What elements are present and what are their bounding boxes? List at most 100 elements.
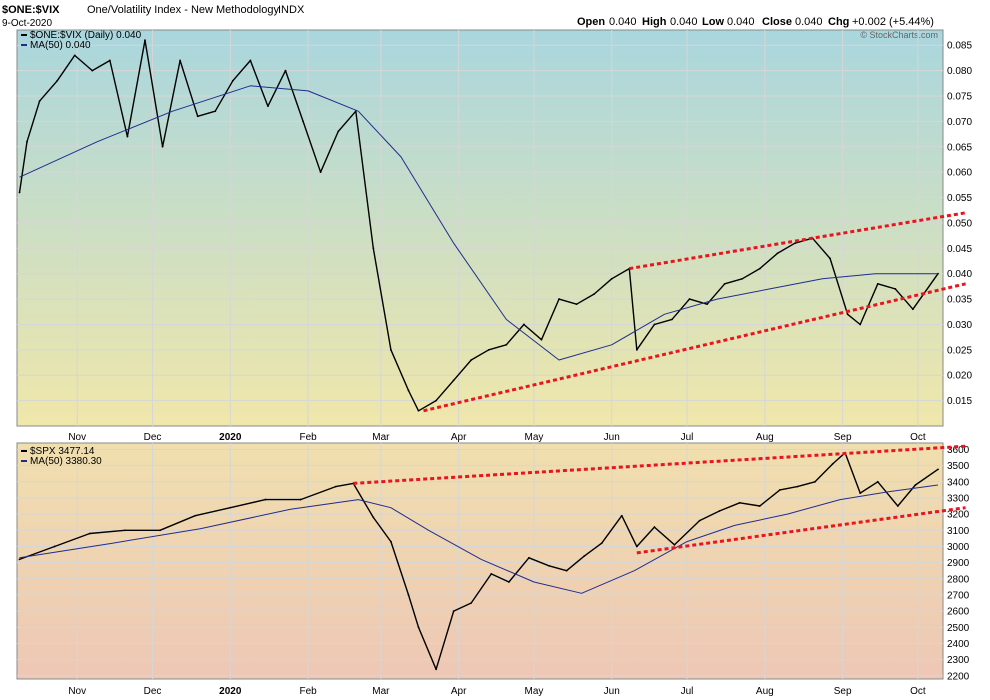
axis-ticks: 0.015 0.020 0.025 0.030 0.035 0.040 0.045 0.050… [68, 41, 972, 697]
top-legend-ma: MA(50) 0.040 [30, 40, 91, 51]
data-point [558, 298, 560, 300]
data-point [718, 509, 721, 512]
x-tick-label: Mar [372, 686, 390, 697]
y-tick-label: 3400 [947, 477, 970, 488]
data-point [528, 556, 530, 559]
data-point [231, 79, 234, 82]
y-tick-label: 0.080 [947, 66, 972, 77]
data-point [814, 480, 816, 483]
trendline-0-2 [423, 282, 966, 413]
x-tick-label: Sep [834, 432, 852, 443]
y-tick-label: 2400 [947, 639, 970, 650]
data-point [179, 59, 182, 62]
low-value: 0.040 [727, 16, 755, 28]
y-tick-label: 0.070 [947, 117, 972, 128]
x-tick-label: Feb [299, 432, 317, 443]
x-tick-label: Jun [604, 432, 620, 443]
data-point [937, 468, 939, 471]
data-point [653, 323, 656, 326]
data-point [758, 267, 761, 270]
data-point [319, 171, 322, 174]
x-tick-label: Oct [910, 686, 926, 697]
open-value: 0.040 [609, 16, 637, 28]
open-label: Open [577, 16, 605, 28]
x-tick-label: Aug [756, 686, 774, 697]
data-point [610, 277, 613, 280]
y-tick-label: 2300 [947, 655, 970, 666]
data-point [505, 343, 508, 346]
x-tick-label: Feb [299, 686, 317, 697]
x-tick-label: Oct [910, 432, 926, 443]
data-point [583, 555, 586, 558]
data-point [334, 485, 337, 488]
chg-value: +0.002 (+5.44%) [852, 16, 934, 28]
y-tick-label: 0.025 [947, 345, 972, 356]
data-point [126, 135, 129, 138]
data-point [249, 59, 252, 62]
data-point [161, 145, 164, 148]
bottom-panel [16, 442, 944, 680]
data-point [523, 323, 525, 326]
x-tick-label: Nov [68, 686, 86, 697]
y-tick-label: 0.030 [947, 320, 972, 331]
data-point [435, 668, 437, 671]
y-tick-label: 2900 [947, 558, 970, 569]
y-tick-label: 0.045 [947, 244, 972, 255]
data-point [540, 338, 543, 341]
data-point [53, 545, 56, 548]
data-point [470, 359, 473, 361]
high-value: 0.040 [670, 16, 698, 28]
x-tick-label: Jul [681, 686, 694, 697]
x-tick-label: Jun [604, 686, 620, 697]
y-tick-label: 0.040 [947, 269, 972, 280]
data-point [452, 379, 455, 382]
y-tick-label: 3000 [947, 542, 970, 553]
data-point [390, 348, 392, 351]
data-point [229, 506, 232, 509]
data-point [575, 303, 578, 306]
data-point [565, 569, 568, 572]
data-point [859, 492, 862, 495]
data-point [673, 543, 676, 546]
y-tick-label: 3200 [947, 510, 970, 521]
data-point [124, 529, 126, 532]
data-point [914, 484, 917, 486]
data-point [831, 463, 834, 465]
data-point [741, 277, 744, 280]
data-point [435, 399, 437, 402]
data-point [593, 293, 596, 295]
y-tick-label: 3300 [947, 493, 970, 504]
ma-line-0 [19, 85, 938, 361]
top-legend-price: $ONE:$VIX (Daily) 0.040 [30, 30, 142, 41]
data-point [470, 602, 473, 604]
data-point [452, 610, 455, 613]
trendline-0-3 [629, 211, 966, 271]
data-point [620, 514, 623, 517]
y-tick-label: 2500 [947, 623, 970, 634]
series-layer [18, 39, 966, 671]
x-tick-label: 2020 [219, 686, 242, 697]
data-point [73, 54, 76, 57]
data-point [284, 69, 287, 72]
bottom-legend-ma: MA(50) 3380.30 [30, 456, 102, 467]
data-point [911, 308, 914, 311]
data-point [796, 485, 799, 488]
data-point [144, 39, 146, 42]
data-point [417, 409, 420, 412]
data-point [372, 516, 375, 519]
data-point [507, 581, 510, 583]
data-point [417, 626, 420, 629]
data-point [894, 288, 897, 290]
data-point [896, 505, 899, 507]
data-point [26, 140, 28, 143]
x-tick-label: Apr [451, 432, 467, 443]
chart-date: 9-Oct-2020 [2, 18, 52, 29]
data-point [194, 514, 197, 517]
close-label: Close [762, 16, 792, 28]
bottom-legend-price: $SPX 3477.14 [30, 446, 95, 457]
y-tick-label: 0.050 [947, 218, 972, 229]
top-panel [16, 29, 944, 427]
x-tick-label: Aug [756, 432, 774, 443]
y-tick-label: 2600 [947, 607, 970, 618]
data-point [88, 532, 91, 535]
